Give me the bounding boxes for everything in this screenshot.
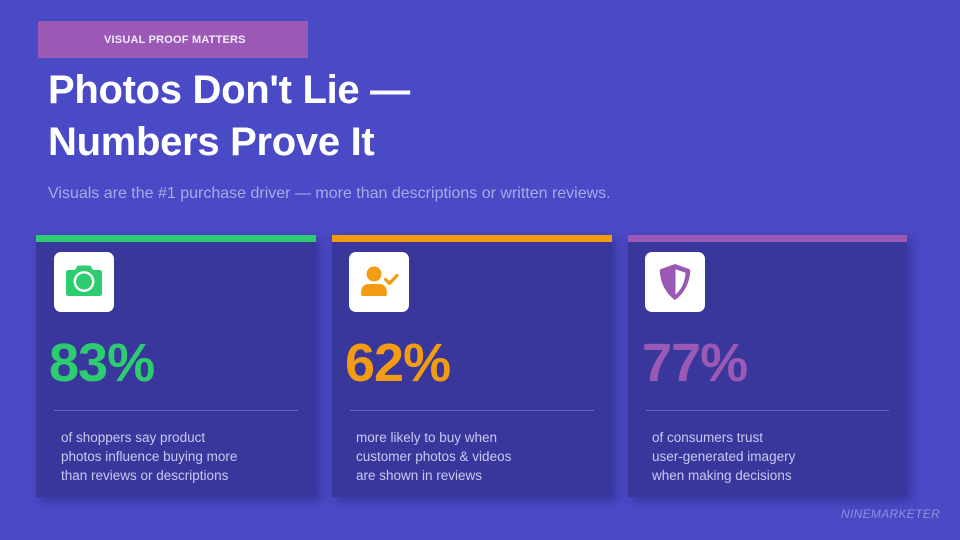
user-check-icon bbox=[361, 266, 399, 296]
stat-description: of consumers trust user-generated imager… bbox=[652, 428, 882, 485]
brand-watermark: NINEMARKETER bbox=[841, 507, 940, 521]
stat-card-ugc-trust: 77% of consumers trust user-generated im… bbox=[628, 235, 907, 497]
shield-icon bbox=[659, 264, 691, 300]
desc-line: than reviews or descriptions bbox=[61, 468, 229, 483]
divider bbox=[350, 410, 594, 411]
stat-value: 83% bbox=[49, 333, 155, 393]
stat-card-customer-photos: 62% more likely to buy when customer pho… bbox=[332, 235, 612, 497]
stat-description: more likely to buy when customer photos … bbox=[356, 428, 586, 485]
eyebrow-label: VISUAL PROOF MATTERS bbox=[38, 21, 308, 58]
card-accent-bar bbox=[36, 235, 316, 242]
stat-value: 77% bbox=[642, 333, 748, 393]
desc-line: more likely to buy when bbox=[356, 430, 498, 445]
icon-tile bbox=[349, 252, 409, 312]
camera-icon bbox=[66, 265, 102, 296]
title-line-1: Photos Don't Lie — bbox=[48, 68, 410, 112]
title-line-2: Numbers Prove It bbox=[48, 120, 375, 164]
desc-line: of shoppers say product bbox=[61, 430, 206, 445]
desc-line: user-generated imagery bbox=[652, 449, 796, 464]
icon-tile bbox=[54, 252, 114, 312]
divider bbox=[54, 410, 298, 411]
stat-card-photos: 83% of shoppers say product photos influ… bbox=[36, 235, 316, 497]
card-accent-bar bbox=[332, 235, 612, 242]
stat-value: 62% bbox=[345, 333, 451, 393]
page-title: Photos Don't Lie — Numbers Prove It bbox=[48, 64, 410, 168]
stat-description: of shoppers say product photos influence… bbox=[61, 428, 291, 485]
desc-line: are shown in reviews bbox=[356, 468, 483, 483]
desc-line: photos influence buying more bbox=[61, 449, 238, 464]
icon-tile bbox=[645, 252, 705, 312]
desc-line: of consumers trust bbox=[652, 430, 764, 445]
divider bbox=[646, 410, 889, 411]
page-subtitle: Visuals are the #1 purchase driver — mor… bbox=[48, 185, 611, 202]
desc-line: when making decisions bbox=[652, 468, 792, 483]
card-accent-bar bbox=[628, 235, 907, 242]
desc-line: customer photos & videos bbox=[356, 449, 512, 464]
